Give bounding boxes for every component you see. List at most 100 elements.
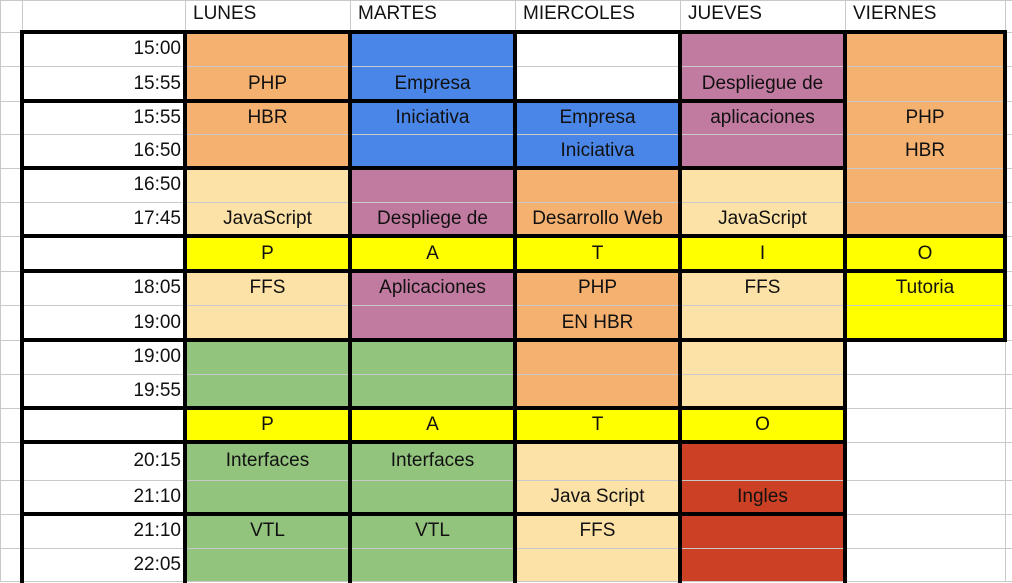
- border-line: [843, 269, 1007, 273]
- border-line: [20, 30, 24, 583]
- patio-letter[interactable]: O: [755, 414, 770, 435]
- block-jueves-patio2: [680, 408, 845, 442]
- subject-miercoles-en-hbr[interactable]: EN HBR: [561, 312, 634, 333]
- subject-lunes-php[interactable]: PHP: [247, 73, 288, 94]
- subject-lunes-vtl[interactable]: VTL: [250, 520, 285, 541]
- subject-jueves-aplicaciones[interactable]: aplicaciones: [710, 107, 815, 128]
- block-viernes-patio: [845, 236, 1005, 271]
- block-lunes-ffs: [185, 271, 350, 340]
- subject-miercoles-iniciativa[interactable]: Iniciativa: [560, 140, 635, 161]
- subject-martes-vtl[interactable]: VTL: [415, 520, 450, 541]
- subject-lunes-interfaces[interactable]: Interfaces: [225, 450, 310, 471]
- gridline-row: [0, 373, 1012, 375]
- subject-viernes-hbr[interactable]: HBR: [904, 140, 946, 161]
- subject-miercoles-javascript[interactable]: Java Script: [550, 486, 645, 507]
- patio-letter[interactable]: A: [426, 243, 439, 264]
- gridline-row: [0, 201, 1012, 203]
- subject-miercoles-php[interactable]: PHP: [577, 277, 618, 298]
- border-line: [678, 30, 682, 583]
- day-header-viernes[interactable]: VIERNES: [853, 3, 937, 24]
- patio-letter[interactable]: T: [591, 243, 604, 264]
- gridline-row: [0, 547, 1012, 549]
- time-label[interactable]: 19:55: [133, 380, 181, 401]
- subject-miercoles-empresa[interactable]: Empresa: [559, 107, 636, 128]
- border-line: [20, 269, 847, 273]
- border-line: [348, 30, 352, 583]
- day-header-lunes[interactable]: LUNES: [193, 3, 257, 24]
- gridline-row: [0, 0, 1012, 1]
- gridline-row: [0, 479, 1012, 481]
- border-line: [20, 99, 847, 103]
- block-martes-patio: [350, 236, 515, 271]
- border-line: [843, 30, 847, 583]
- time-label[interactable]: 18:05: [133, 277, 181, 298]
- subject-martes-empresa[interactable]: Empresa: [394, 73, 471, 94]
- time-label[interactable]: 17:45: [133, 208, 181, 229]
- time-label[interactable]: 16:50: [133, 174, 181, 195]
- border-line: [1003, 30, 1007, 342]
- block-jueves-patio: [680, 236, 845, 271]
- subject-miercoles-desarrollo[interactable]: Desarrollo Web: [532, 208, 663, 229]
- block-miercoles-patio: [515, 236, 680, 271]
- time-label[interactable]: 15:00: [133, 38, 181, 59]
- block-martes-aplicaciones: [350, 271, 515, 340]
- block-viernes-tutoria: [845, 271, 1005, 340]
- border-line: [513, 30, 517, 583]
- block-miercoles-empresa: [515, 101, 680, 168]
- patio-letter[interactable]: T: [591, 414, 604, 435]
- time-label[interactable]: 19:00: [133, 312, 181, 333]
- patio-letter[interactable]: A: [426, 414, 439, 435]
- border-line: [843, 338, 1007, 342]
- border-line: [20, 440, 847, 444]
- gridline-row: [0, 133, 1012, 135]
- time-label[interactable]: 21:10: [133, 520, 181, 541]
- subject-martes-aplicaciones[interactable]: Aplicaciones: [379, 277, 486, 298]
- block-lunes-patio2: [185, 408, 350, 442]
- time-label[interactable]: 15:55: [133, 73, 181, 94]
- gridline-row: [0, 65, 1012, 67]
- subject-lunes-ffs[interactable]: FFS: [249, 277, 286, 298]
- subject-jueves-ffs[interactable]: FFS: [744, 277, 781, 298]
- subject-viernes-php[interactable]: PHP: [905, 107, 945, 128]
- subject-martes-iniciativa[interactable]: Iniciativa: [395, 107, 470, 128]
- block-jueves-ingles: [680, 442, 845, 581]
- time-label[interactable]: 21:10: [133, 486, 181, 507]
- border-line: [20, 406, 847, 410]
- patio-letter[interactable]: I: [759, 243, 766, 264]
- patio-letter[interactable]: O: [917, 243, 933, 264]
- block-lunes-patio: [185, 236, 350, 271]
- subject-miercoles-ffs[interactable]: FFS: [579, 520, 616, 541]
- patio-letter[interactable]: P: [261, 414, 274, 435]
- border-line: [20, 166, 847, 170]
- day-header-miercoles[interactable]: MIERCOLES: [523, 3, 635, 24]
- block-miercoles-patio2: [515, 408, 680, 442]
- border-line: [20, 338, 847, 342]
- subject-jueves-javascript[interactable]: JavaScript: [718, 208, 807, 229]
- subject-viernes-tutoria[interactable]: Tutoria: [895, 277, 955, 298]
- border-line: [183, 30, 187, 583]
- day-header-jueves[interactable]: JUEVES: [688, 3, 762, 24]
- border-line: [513, 99, 682, 103]
- time-label[interactable]: 22:05: [133, 554, 181, 575]
- time-label[interactable]: 20:15: [133, 450, 181, 471]
- time-label[interactable]: 19:00: [133, 346, 181, 367]
- gridline-row: [0, 304, 1012, 306]
- gridline-col: [0, 0, 1, 581]
- time-label[interactable]: 15:55: [133, 107, 181, 128]
- subject-jueves-ingles[interactable]: Ingles: [737, 486, 788, 507]
- border-line: [20, 512, 847, 516]
- block-lunes-interfaces-vtl: [185, 442, 350, 581]
- patio-letter[interactable]: P: [261, 243, 274, 264]
- subject-lunes-javascript[interactable]: JavaScript: [223, 208, 312, 229]
- day-header-martes[interactable]: MARTES: [358, 3, 437, 24]
- subject-jueves-despliegue[interactable]: Despliegue de: [701, 73, 824, 94]
- subject-martes-interfaces[interactable]: Interfaces: [390, 450, 475, 471]
- border-line: [20, 234, 847, 238]
- subject-lunes-hbr[interactable]: HBR: [247, 107, 288, 128]
- time-label[interactable]: 16:50: [133, 140, 181, 161]
- border-line: [843, 234, 1007, 238]
- subject-martes-despliege[interactable]: Despliege de: [377, 208, 488, 229]
- block-martes-interfaces-vtl: [350, 442, 515, 581]
- block-martes-patio2: [350, 408, 515, 442]
